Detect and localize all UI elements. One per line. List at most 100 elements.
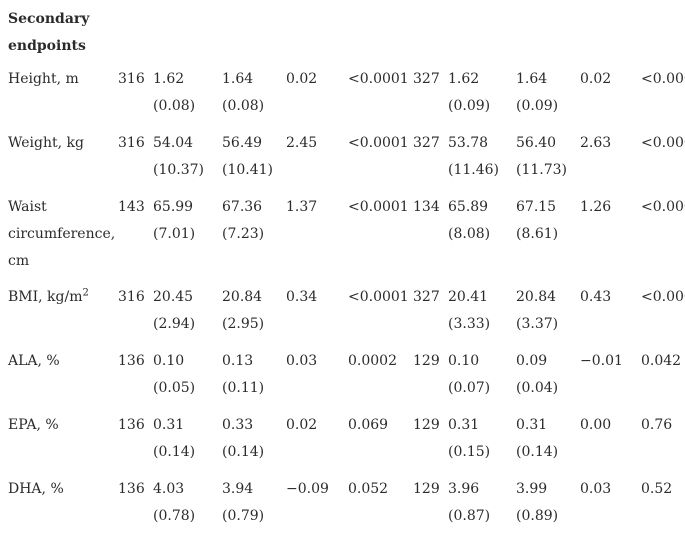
mean-value: 0.13 [222, 353, 254, 369]
sd-value: (0.07) [448, 380, 491, 396]
row-label-text: ALA, % [8, 353, 60, 369]
cell-m1b: 0.13 (0.11) [222, 348, 264, 402]
cell-m1a: 0.31 (0.14) [153, 412, 195, 466]
mean-value: 0.33 [222, 417, 254, 433]
cell-p2: <0.0001 [641, 289, 685, 305]
sd-value: (7.23) [222, 226, 265, 242]
cell-n1: 316 [118, 135, 145, 151]
table-row: EPA, % 136 0.02 0.069 129 0.00 0.76 0.31 (0.14) 0… [0, 412, 685, 472]
cell-n2: 327 [413, 71, 440, 87]
cell-p1: 0.069 [348, 417, 389, 433]
mean-value: 0.10 [153, 353, 185, 369]
cell-d2: −0.01 [580, 353, 623, 369]
sd-value: (0.14) [153, 444, 196, 460]
table-row: Waist circumference, cm 143 1.37 <0.0001 134… [0, 194, 685, 269]
row-label: ALA, % [8, 348, 118, 375]
cell-m2a: 53.78 (11.46) [448, 130, 499, 184]
table-row: BMI, kg/m23160.34<0.00013270.43<0.000120… [0, 284, 685, 344]
sd-value: (2.95) [222, 316, 265, 332]
cell-m2b: 20.84 (3.37) [516, 284, 558, 338]
sd-value: (0.79) [222, 508, 265, 524]
row-label: BMI, kg/m2 [8, 284, 118, 311]
table-row: DHA, % 136 −0.09 0.052 129 0.03 0.52 4.03 (0.78)… [0, 476, 685, 534]
cell-d2: 0.03 [580, 481, 612, 497]
cell-p2: 0.042 [641, 353, 682, 369]
cell-p2: 0.76 [641, 417, 673, 433]
cell-m1a: 1.62 (0.08) [153, 66, 195, 120]
cell-d2: 0.00 [580, 417, 612, 433]
mean-value: 0.31 [516, 417, 548, 433]
cell-m2a: 0.31 (0.15) [448, 412, 490, 466]
section-title: Secondary endpoints [8, 11, 90, 54]
mean-value: 0.31 [153, 417, 185, 433]
cell-m2a: 65.89 (8.08) [448, 194, 490, 248]
cell-n1: 136 [118, 353, 145, 369]
cell-d1: 0.03 [286, 353, 318, 369]
mean-value: 56.40 [516, 135, 557, 151]
mean-value: 4.03 [153, 481, 185, 497]
sd-value: (0.87) [448, 508, 491, 524]
mean-value: 53.78 [448, 135, 489, 151]
sd-value: (0.11) [222, 380, 265, 396]
cell-m1b: 20.84 (2.95) [222, 284, 264, 338]
sd-value: (0.08) [153, 98, 196, 114]
cell-m1b: 1.64 (0.08) [222, 66, 264, 120]
cell-p1: <0.0001 [348, 135, 409, 151]
cell-m2b: 3.99 (0.89) [516, 476, 558, 530]
sd-value: (11.46) [448, 162, 500, 178]
cell-p2: <0.0001 [641, 199, 685, 215]
mean-value: 1.64 [516, 71, 548, 87]
sd-value: (11.73) [516, 162, 568, 178]
sd-value: (10.37) [153, 162, 205, 178]
sd-value: (0.15) [448, 444, 491, 460]
sd-value: (2.94) [153, 316, 196, 332]
mean-value: 0.31 [448, 417, 480, 433]
sd-value: (0.14) [516, 444, 559, 460]
cell-m2b: 0.09 (0.04) [516, 348, 558, 402]
cell-m2a: 1.62 (0.09) [448, 66, 490, 120]
mean-value: 20.84 [516, 289, 557, 305]
cell-n1: 316 [118, 289, 145, 305]
cell-d1: 0.02 [286, 417, 318, 433]
cell-p1: <0.0001 [348, 289, 409, 305]
cell-d1: 0.02 [286, 71, 318, 87]
mean-value: 1.64 [222, 71, 254, 87]
cell-m2a: 20.41 (3.33) [448, 284, 490, 338]
sd-value: (0.78) [153, 508, 196, 524]
cell-n2: 327 [413, 135, 440, 151]
cell-d2: 0.43 [580, 289, 612, 305]
cell-n1: 136 [118, 417, 145, 433]
cell-m2b: 67.15 (8.61) [516, 194, 558, 248]
cell-d1: 2.45 [286, 135, 318, 151]
cell-p1: <0.0001 [348, 199, 409, 215]
mean-value: 54.04 [153, 135, 194, 151]
cell-m1a: 54.04 (10.37) [153, 130, 204, 184]
cell-m1a: 4.03 (0.78) [153, 476, 195, 530]
mean-value: 56.49 [222, 135, 263, 151]
cell-n2: 129 [413, 417, 440, 433]
cell-n1: 316 [118, 71, 145, 87]
cell-m1a: 20.45 (2.94) [153, 284, 195, 338]
sd-value: (0.89) [516, 508, 559, 524]
cell-m1b: 3.94 (0.79) [222, 476, 264, 530]
row-label: Height, m [8, 66, 118, 93]
mean-value: 20.84 [222, 289, 263, 305]
row-label-superscript: 2 [82, 287, 89, 299]
mean-value: 1.62 [448, 71, 480, 87]
row-label: DHA, % [8, 476, 118, 503]
cell-n1: 136 [118, 481, 145, 497]
mean-value: 1.62 [153, 71, 185, 87]
cell-m1b: 56.49 (10.41) [222, 130, 273, 184]
cell-m2a: 0.10 (0.07) [448, 348, 490, 402]
cell-n1: 143 [118, 199, 145, 215]
cell-p2: 0.52 [641, 481, 673, 497]
row-label-text: Height, m [8, 71, 79, 87]
cell-d1: 1.37 [286, 199, 318, 215]
cell-m2b: 0.31 (0.14) [516, 412, 558, 466]
sd-value: (0.08) [222, 98, 265, 114]
row-label-text: Weight, kg [8, 135, 84, 151]
cell-p1: 0.052 [348, 481, 389, 497]
mean-value: 67.36 [222, 199, 263, 215]
cell-m1a: 0.10 (0.05) [153, 348, 195, 402]
sd-value: (3.33) [448, 316, 491, 332]
